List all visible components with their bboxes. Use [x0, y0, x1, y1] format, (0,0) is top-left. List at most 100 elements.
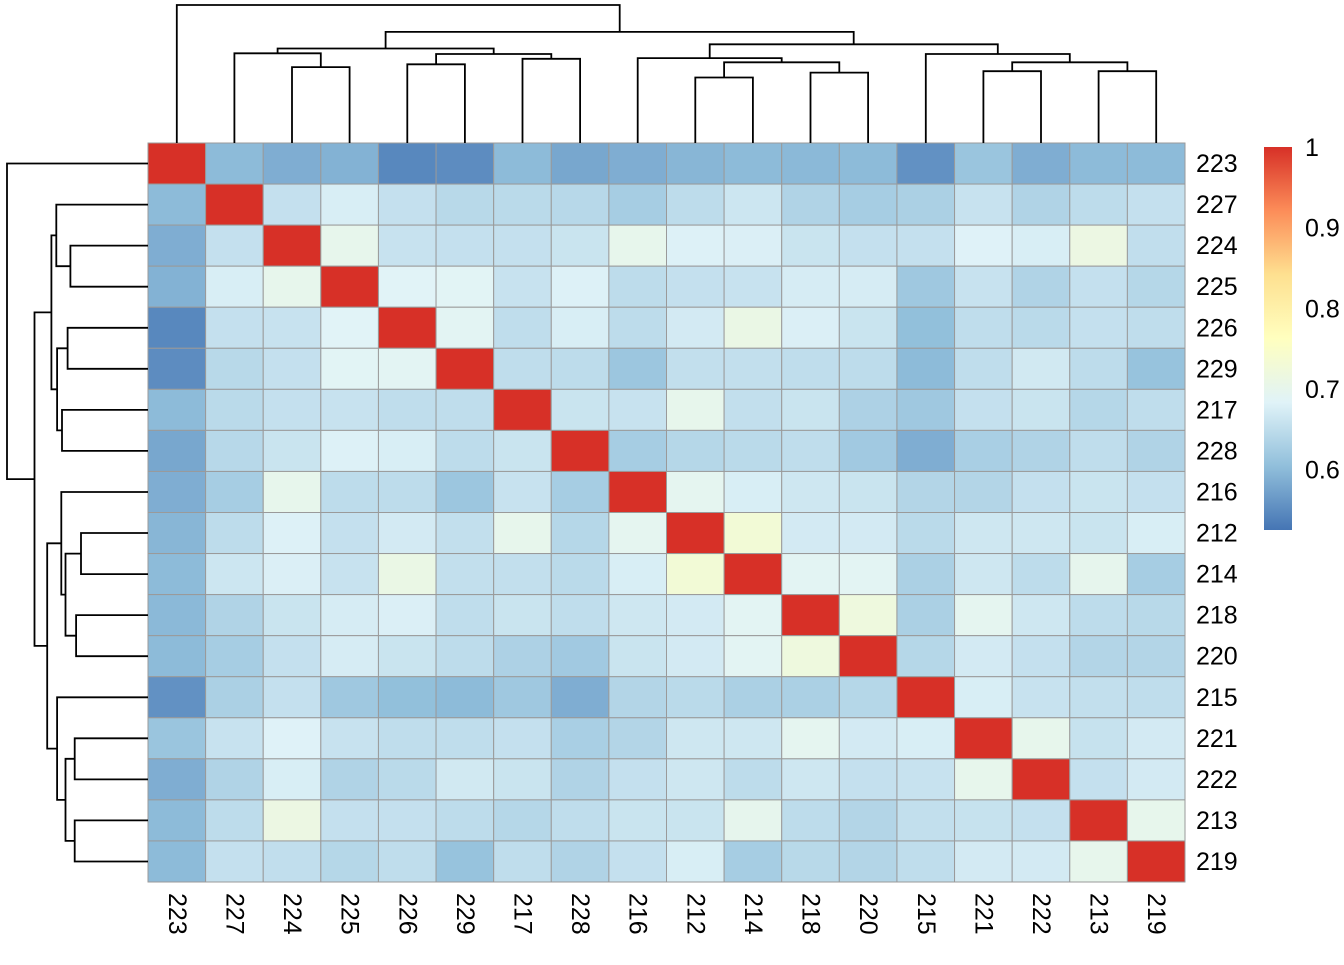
heatmap-cell — [320, 799, 379, 842]
heatmap-cell — [377, 470, 437, 514]
dendrogram-branch — [73, 819, 148, 863]
heatmap-cell — [205, 388, 264, 431]
heatmap-cell — [147, 635, 207, 678]
heatmap-cell — [608, 799, 668, 842]
heatmap-cell — [550, 224, 610, 267]
heatmap-cell — [1069, 347, 1128, 390]
heatmap-cell — [320, 676, 379, 719]
heatmap-cell — [550, 635, 610, 678]
dendrogram-branch — [33, 311, 52, 647]
heatmap-cell — [493, 635, 552, 678]
heatmap-cell — [262, 183, 322, 226]
column-label: 218 — [797, 893, 825, 935]
heatmap-cell — [205, 224, 264, 267]
heatmap-cell — [666, 840, 725, 883]
heatmap-cell — [1069, 840, 1128, 883]
heatmap-cell — [896, 676, 956, 719]
heatmap-cell — [550, 183, 610, 226]
heatmap-cell — [781, 224, 840, 267]
heatmap-cell — [838, 183, 898, 226]
row-label: 220 — [1196, 643, 1238, 671]
heatmap-cell — [262, 265, 322, 308]
colorbar-tick-label: 0.8 — [1305, 295, 1340, 323]
colorbar-tick-label: 1 — [1305, 134, 1319, 162]
heatmap-cell — [1011, 306, 1071, 349]
heatmap-cell — [493, 183, 552, 226]
heatmap-cell — [435, 799, 495, 842]
heatmap-cell — [1069, 594, 1128, 637]
heatmap-cell — [781, 635, 840, 678]
heatmap-cell — [896, 717, 956, 760]
heatmap-cell — [262, 470, 322, 514]
heatmap-cell — [320, 429, 379, 472]
heatmap-cell — [377, 717, 437, 760]
dendrogram-branch — [61, 409, 148, 452]
heatmap-cell — [1126, 183, 1186, 226]
heatmap-cell — [838, 347, 898, 390]
heatmap-cell — [666, 799, 725, 842]
heatmap-cell — [723, 429, 783, 472]
heatmap-cell — [320, 470, 379, 514]
heatmap-cell — [1126, 594, 1186, 637]
heatmap-cell — [262, 142, 322, 185]
heatmap-cell — [723, 717, 783, 760]
heatmap-cell — [954, 717, 1013, 760]
heatmap-cell — [666, 594, 725, 637]
heatmap-cell — [262, 388, 322, 431]
heatmap-cell — [1011, 388, 1071, 431]
heatmap-cell — [493, 470, 552, 514]
heatmap-cell — [205, 142, 264, 185]
heatmap-cell — [1126, 512, 1186, 555]
heatmap-cell — [550, 388, 610, 431]
heatmap-cell — [723, 799, 783, 842]
heatmap-cell — [666, 429, 725, 472]
column-label: 227 — [220, 893, 248, 935]
dendrogram-branch — [60, 491, 148, 596]
row-label: 221 — [1196, 725, 1238, 753]
heatmap-cell — [896, 470, 956, 514]
heatmap-cell — [666, 388, 725, 431]
heatmap-cell — [954, 142, 1013, 185]
heatmap-cell — [723, 142, 783, 185]
heatmap-cell — [550, 676, 610, 719]
heatmap-cell — [377, 635, 437, 678]
heatmap-cell — [435, 429, 495, 472]
heatmap-cell — [493, 142, 552, 185]
heatmap-cell — [838, 594, 898, 637]
column-label: 220 — [854, 893, 882, 935]
heatmap-cell — [147, 306, 207, 349]
left-dendrogram — [6, 162, 148, 863]
heatmap-cell — [320, 183, 379, 226]
heatmap-cell — [723, 388, 783, 431]
heatmap-cell — [493, 758, 552, 801]
heatmap-cell — [435, 306, 495, 349]
heatmap-cell — [147, 676, 207, 719]
row-label: 229 — [1196, 355, 1238, 383]
heatmap-cell — [1126, 265, 1186, 308]
heatmap-cell — [205, 635, 264, 678]
heatmap-cell — [1126, 840, 1186, 883]
heatmap-cell — [1069, 183, 1128, 226]
column-label: 217 — [509, 893, 537, 935]
dendrogram-branch — [66, 326, 148, 370]
heatmap-cell — [262, 512, 322, 555]
heatmap-cell — [1126, 142, 1186, 185]
heatmap-cell — [493, 265, 552, 308]
dendrogram-branch — [924, 53, 1071, 143]
heatmap-cell — [1069, 224, 1128, 267]
heatmap-cell — [377, 306, 437, 349]
heatmap-cell — [666, 635, 725, 678]
column-label: 219 — [1142, 893, 1170, 935]
heatmap-cell — [205, 799, 264, 842]
heatmap-cell — [838, 758, 898, 801]
heatmap-cell — [781, 183, 840, 226]
heatmap-cell — [262, 553, 322, 596]
row-label: 222 — [1196, 766, 1238, 794]
dendrogram-branch — [80, 532, 148, 575]
dendrogram-branch — [64, 757, 75, 842]
heatmap-cell — [954, 429, 1013, 472]
heatmap-cell — [320, 224, 379, 267]
dendrogram-branch — [64, 552, 81, 637]
heatmap-cell — [1069, 635, 1128, 678]
